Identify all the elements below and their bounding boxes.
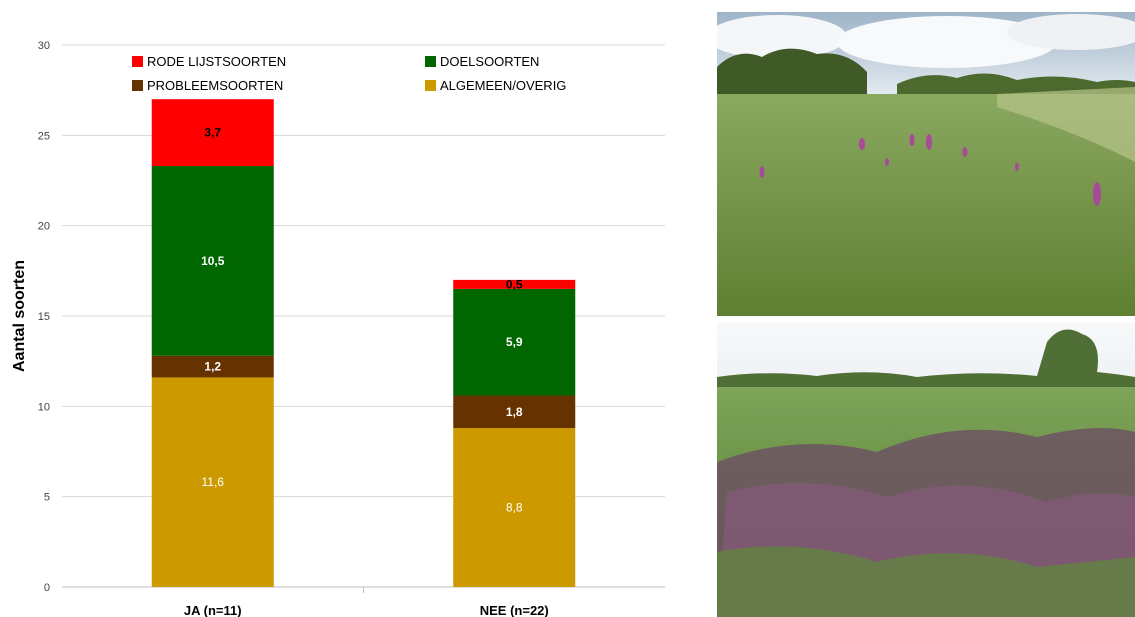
legend-swatch [132,80,143,91]
y-tick-label: 20 [38,221,50,233]
data-label: 0,5 [506,277,523,291]
bar-segment [453,288,576,396]
y-tick-label: 25 [38,130,50,142]
y-tick-label: 30 [38,40,50,52]
orchid-meadow-photo [717,12,1135,316]
bar-segment [453,428,576,587]
data-label: 10,5 [201,254,225,268]
legend-label: ALGEMEEN/OVERIG [440,78,566,93]
bar-segment [151,166,274,356]
bar-segment [151,377,274,587]
stacked-bar-chart: 0 5 10 15 20 25 30 Aantal soorten 11,6 1,2 10,5 3,7… [11,40,665,617]
legend-swatch [132,56,143,67]
y-axis-label: Aantal soorten [11,260,28,372]
legend-label: RODE LIJSTSOORTEN [147,54,286,69]
data-label: 1,2 [204,360,221,374]
data-label: 8,8 [506,501,523,515]
x-tick-label: NEE (n=22) [480,603,549,617]
y-tick-label: 5 [44,492,50,504]
data-label: 5,9 [506,335,523,349]
data-label: 1,8 [506,405,523,419]
y-tick-label: 0 [44,582,50,594]
bar-segment [453,279,576,289]
x-tick-label: JA (n=11) [184,603,242,617]
bar-segment [453,395,576,429]
lousewort-meadow-photo [717,322,1135,617]
chart-canvas: 0 5 10 15 20 25 30 Aantal soorten 11,6 1,2 10,5 3,7… [11,40,665,617]
legend-swatch [425,56,436,67]
legend-swatch [425,80,436,91]
legend-label: PROBLEEMSOORTEN [147,78,283,93]
legend-label: DOELSOORTEN [440,54,539,69]
bar-segment [151,355,274,378]
bar-segment [151,99,274,167]
data-label: 11,6 [202,475,225,489]
y-tick-label: 15 [38,311,50,323]
data-label: 3,7 [204,126,221,140]
y-tick-label: 10 [38,401,50,413]
